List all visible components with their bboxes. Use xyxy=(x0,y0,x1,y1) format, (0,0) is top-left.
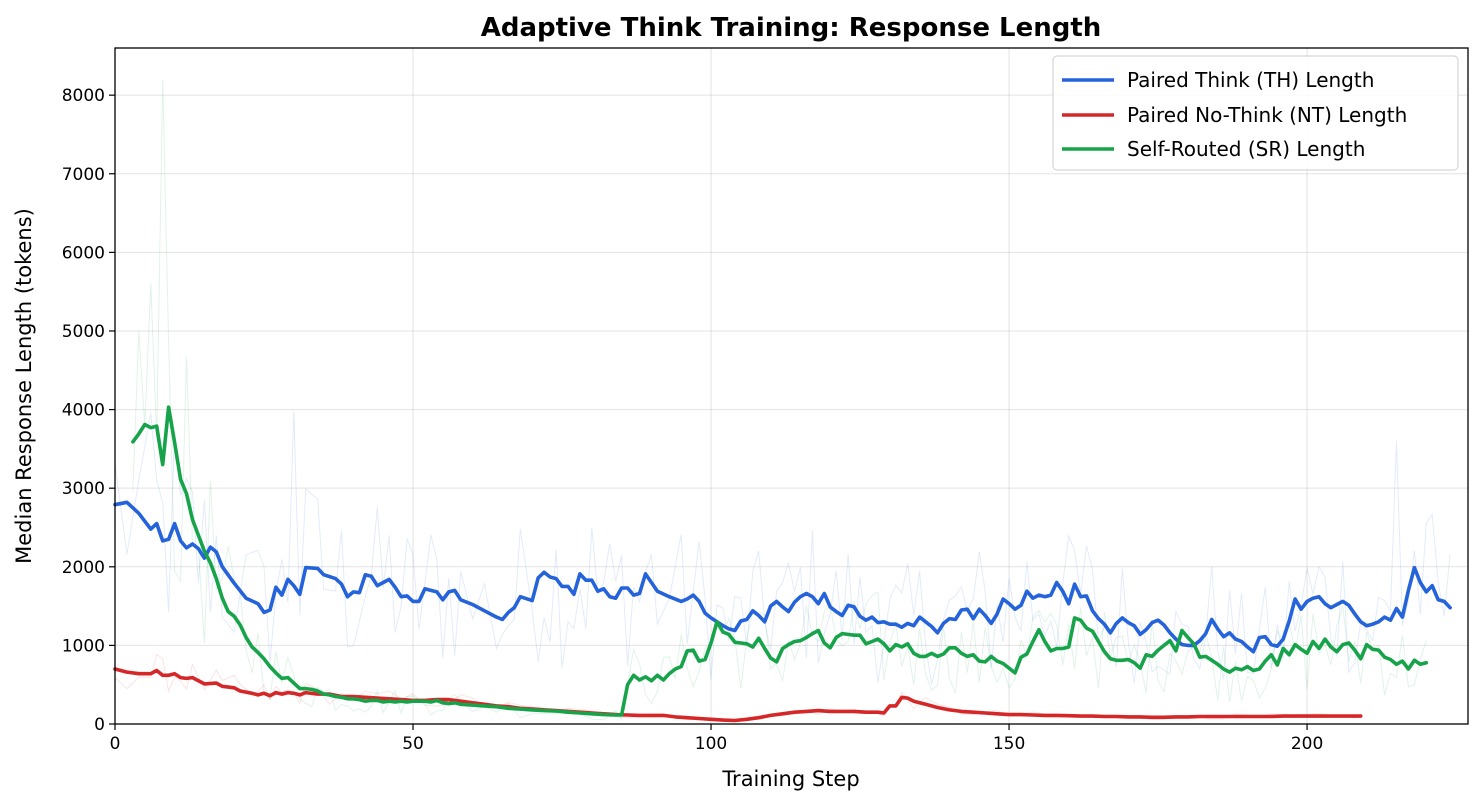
x-axis-ticks: 0 50 100 150 200 xyxy=(110,724,1323,754)
series-lines xyxy=(113,405,1452,723)
y-tick-label: 2000 xyxy=(62,558,105,578)
x-tick-label: 100 xyxy=(695,734,727,754)
y-tick-label: 3000 xyxy=(62,479,105,499)
legend-box xyxy=(1052,55,1459,171)
y-tick-label: 6000 xyxy=(62,243,105,263)
raw-trace-2 xyxy=(132,79,1427,721)
x-axis-label: Training Step xyxy=(721,767,859,791)
series-line-th xyxy=(113,500,1452,654)
raw-trace-0 xyxy=(114,411,1451,685)
y-tick-label: 0 xyxy=(94,715,105,735)
x-tick-label: 50 xyxy=(402,734,424,754)
y-axis-label: Median Response Length (tokens) xyxy=(12,208,36,564)
y-axis-ticks: 0 1000 2000 3000 4000 5000 6000 7000 8000 xyxy=(62,86,115,735)
legend-label-sr: Self-Routed (SR) Length xyxy=(1127,137,1365,161)
legend-label-th: Paired Think (TH) Length xyxy=(1127,68,1374,92)
y-tick-label: 8000 xyxy=(62,86,105,106)
x-tick-label: 200 xyxy=(1291,734,1323,754)
plot-frame xyxy=(114,47,1469,725)
x-tick-label: 150 xyxy=(993,734,1025,754)
x-tick-label: 0 xyxy=(110,734,121,754)
chart-title: Adaptive Think Training: Response Length xyxy=(481,13,1102,43)
y-tick-label: 7000 xyxy=(62,165,105,185)
legend-label-nt: Paired No-Think (NT) Length xyxy=(1127,103,1407,127)
y-tick-label: 4000 xyxy=(62,401,105,421)
legend: Paired Think (TH) Length Paired No-Think… xyxy=(1052,55,1459,171)
series-line-sr xyxy=(131,405,1429,717)
y-tick-label: 5000 xyxy=(62,322,105,342)
series-line-nt xyxy=(113,667,1363,723)
y-tick-label: 1000 xyxy=(62,636,105,656)
raw-noise-traces xyxy=(114,79,1451,722)
